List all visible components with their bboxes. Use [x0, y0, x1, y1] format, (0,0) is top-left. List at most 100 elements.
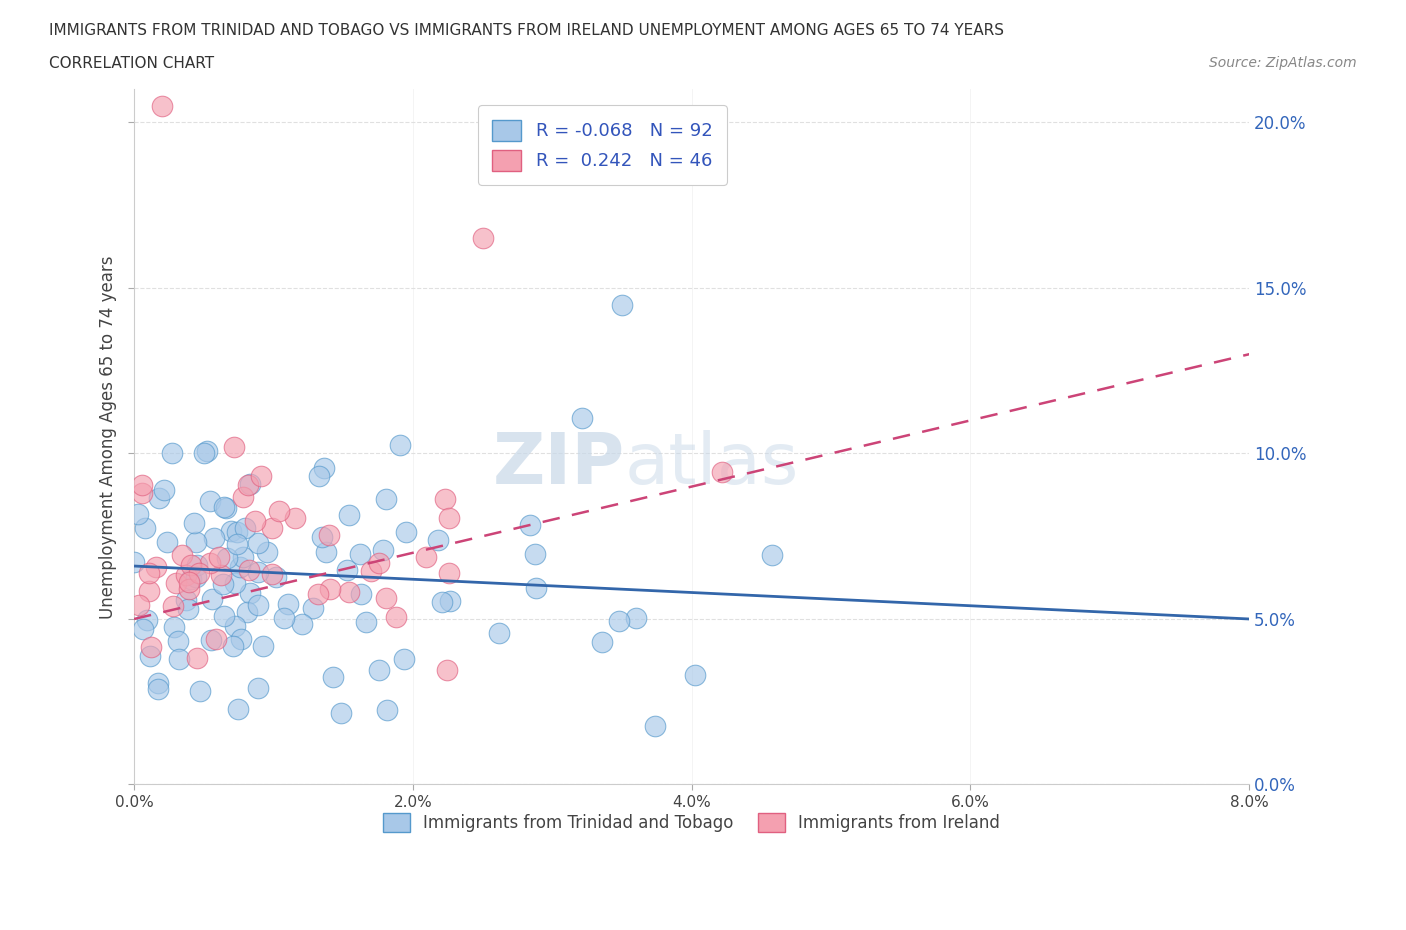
Point — [571, 411, 593, 426]
Point — [153, 483, 176, 498]
Text: IMMIGRANTS FROM TRINIDAD AND TOBAGO VS IMMIGRANTS FROM IRELAND UNEMPLOYMENT AMON: IMMIGRANTS FROM TRINIDAD AND TOBAGO VS I… — [49, 23, 1004, 38]
Point — [395, 525, 418, 539]
Point — [139, 648, 162, 663]
Text: Source: ZipAtlas.com: Source: ZipAtlas.com — [1209, 56, 1357, 70]
Point — [284, 511, 307, 525]
Point — [229, 631, 252, 646]
Point — [439, 593, 461, 608]
Point — [236, 478, 259, 493]
Point — [524, 547, 547, 562]
Legend: Immigrants from Trinidad and Tobago, Immigrants from Ireland: Immigrants from Trinidad and Tobago, Imm… — [377, 806, 1007, 839]
Point — [384, 610, 406, 625]
Point — [524, 580, 547, 595]
Point — [433, 492, 456, 507]
Point — [132, 621, 155, 636]
Point — [436, 662, 458, 677]
Point — [195, 444, 218, 458]
Point — [609, 614, 631, 629]
Point — [318, 581, 340, 596]
Point — [176, 592, 198, 607]
Point — [315, 545, 337, 560]
Point — [183, 515, 205, 530]
Point — [329, 706, 352, 721]
Point — [224, 618, 246, 633]
Point — [437, 565, 460, 580]
Point — [225, 525, 247, 539]
Point — [488, 625, 510, 640]
Point — [165, 575, 187, 590]
Point — [212, 609, 235, 624]
Point — [141, 640, 163, 655]
Point — [224, 440, 246, 455]
Point — [360, 563, 382, 578]
Point — [247, 565, 270, 579]
Point — [138, 565, 160, 580]
Point — [201, 591, 224, 606]
Point — [311, 530, 333, 545]
Point — [134, 521, 156, 536]
Point — [374, 591, 396, 605]
Point — [209, 567, 232, 582]
Point — [146, 675, 169, 690]
Point — [187, 565, 209, 580]
Point — [179, 582, 201, 597]
Point — [232, 490, 254, 505]
Point — [186, 651, 208, 666]
Point — [683, 668, 706, 683]
Point — [200, 494, 222, 509]
Point — [179, 574, 201, 589]
Point — [354, 614, 377, 629]
Point — [222, 639, 245, 654]
Point — [262, 520, 284, 535]
Point — [215, 500, 238, 515]
Point — [170, 548, 193, 563]
Point — [236, 604, 259, 619]
Point — [156, 535, 179, 550]
Point — [610, 297, 633, 312]
Point — [162, 598, 184, 613]
Point — [267, 503, 290, 518]
Point — [174, 567, 197, 582]
Point — [219, 524, 242, 538]
Point — [212, 577, 235, 591]
Point — [180, 557, 202, 572]
Point — [200, 632, 222, 647]
Point — [277, 597, 299, 612]
Point — [710, 464, 733, 479]
Point — [205, 631, 228, 646]
Point — [252, 639, 274, 654]
Point — [389, 438, 412, 453]
Point — [239, 477, 262, 492]
Point — [264, 570, 287, 585]
Point — [337, 584, 360, 599]
Point — [373, 543, 395, 558]
Point — [202, 531, 225, 546]
Point — [228, 560, 250, 575]
Text: CORRELATION CHART: CORRELATION CHART — [49, 56, 214, 71]
Point — [375, 492, 398, 507]
Point — [415, 550, 437, 565]
Point — [302, 601, 325, 616]
Point — [375, 702, 398, 717]
Point — [246, 598, 269, 613]
Point — [238, 563, 260, 578]
Point — [624, 611, 647, 626]
Point — [233, 521, 256, 536]
Point — [262, 566, 284, 581]
Point — [188, 684, 211, 698]
Point — [437, 511, 460, 525]
Point — [349, 546, 371, 561]
Point — [135, 613, 157, 628]
Point — [337, 508, 360, 523]
Text: atlas: atlas — [624, 431, 799, 499]
Point — [335, 563, 357, 578]
Point — [145, 559, 167, 574]
Point — [131, 478, 153, 493]
Point — [148, 490, 170, 505]
Point — [367, 555, 389, 570]
Point — [322, 670, 344, 684]
Point — [239, 586, 262, 601]
Point — [166, 633, 188, 648]
Point — [471, 231, 494, 246]
Point — [186, 557, 208, 572]
